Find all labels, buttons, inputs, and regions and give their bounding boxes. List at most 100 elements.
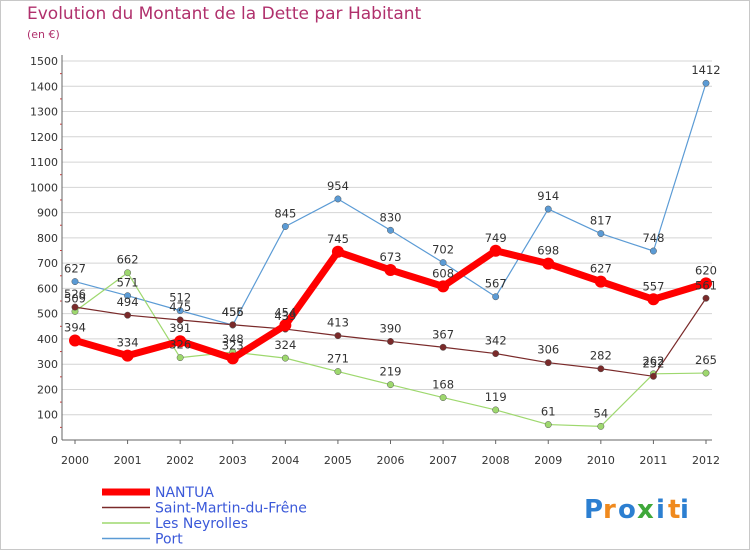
data-label: 342	[485, 334, 507, 348]
x-tick-label: 2009	[534, 454, 562, 467]
data-point	[387, 338, 394, 345]
x-tick-label: 2001	[114, 454, 142, 467]
y-minor-tick	[60, 351, 62, 353]
data-label: 282	[590, 349, 612, 363]
y-tick-label: 600	[37, 282, 58, 295]
data-point	[439, 259, 447, 267]
data-label: 456	[222, 305, 244, 319]
data-point	[489, 244, 502, 257]
data-label: 526	[64, 287, 86, 301]
data-label: 324	[274, 338, 296, 352]
y-tick-label: 1200	[30, 131, 58, 144]
data-point	[597, 422, 605, 430]
data-label: 306	[537, 343, 559, 357]
data-label: 748	[642, 231, 664, 245]
axes: 0 100 200 300 400 500 600 700 800 900 1000 1100 1200…	[30, 55, 720, 467]
data-label: 620	[695, 263, 717, 277]
data-point	[649, 247, 657, 255]
data-label: 262	[642, 354, 664, 368]
y-minor-tick	[60, 325, 62, 327]
x-tick-label: 2007	[429, 454, 457, 467]
y-tick-label: 1500	[30, 55, 58, 68]
y-minor-tick	[60, 73, 62, 75]
y-tick-label: 1400	[30, 80, 58, 93]
y-minor-tick	[60, 148, 62, 150]
data-point	[492, 293, 500, 301]
data-label: 413	[327, 316, 349, 330]
y-tick-label: 0	[51, 434, 58, 447]
data-point	[124, 269, 132, 277]
y-minor-tick	[60, 250, 62, 251]
data-point	[331, 245, 344, 258]
data-point	[124, 311, 132, 319]
y-tick-label: 500	[37, 308, 58, 321]
data-label: 1412	[691, 63, 720, 77]
data-point	[176, 307, 184, 315]
y-tick-label: 300	[37, 358, 58, 371]
data-point	[439, 394, 447, 402]
logo-letter: r	[603, 495, 616, 525]
data-label: 455	[222, 305, 244, 319]
data-label: 702	[432, 243, 454, 257]
data-point	[69, 334, 81, 347]
data-point	[702, 369, 710, 377]
data-label: 557	[642, 279, 664, 293]
data-labels: 627 571 512 455 845 954 830 702 567 914 817 748 1412…	[64, 63, 721, 420]
data-point	[334, 368, 342, 375]
data-label: 265	[695, 353, 717, 367]
y-minor-tick	[60, 199, 62, 201]
data-label: 662	[117, 253, 139, 267]
data-label: 367	[432, 327, 454, 341]
data-point	[279, 319, 292, 332]
data-point	[544, 205, 552, 213]
grid-lines	[62, 60, 712, 441]
y-minor-tick	[60, 376, 62, 378]
data-label: 54	[594, 406, 609, 420]
y-minor-tick	[60, 98, 62, 100]
logo-letter: i	[680, 495, 689, 525]
data-point	[121, 349, 134, 362]
data-label: 61	[541, 405, 556, 419]
legend-label: Saint-Martin-du-Frêne	[155, 501, 307, 517]
data-label: 673	[380, 250, 402, 264]
y-tick-label: 700	[37, 257, 58, 270]
data-label: 567	[485, 277, 507, 291]
data-point	[281, 223, 289, 230]
y-tick-label: 1300	[30, 106, 58, 119]
series-lines	[69, 79, 712, 430]
data-point	[281, 354, 289, 362]
data-point	[542, 257, 555, 270]
data-label: 830	[380, 210, 402, 224]
legend-label: Les Neyrolles	[155, 516, 248, 532]
data-point	[544, 359, 552, 367]
data-point	[174, 335, 187, 348]
x-tick-label: 2004	[271, 454, 299, 467]
data-label: 119	[485, 390, 507, 404]
data-point	[176, 354, 184, 362]
data-point	[439, 343, 447, 351]
data-point	[226, 352, 239, 365]
chart-unit: (en €)	[27, 28, 60, 41]
data-point	[597, 230, 605, 238]
data-point	[597, 365, 605, 373]
data-label: 252	[642, 356, 664, 370]
data-point	[384, 263, 397, 276]
data-point	[176, 316, 184, 324]
data-point	[229, 321, 237, 329]
data-label: 749	[485, 231, 507, 245]
data-label: 391	[169, 321, 191, 335]
data-point	[387, 226, 394, 234]
data-point	[387, 381, 394, 389]
data-label: 914	[537, 189, 559, 203]
data-label: 439	[274, 309, 296, 323]
x-tick-label: 2010	[587, 454, 615, 467]
y-tick-label: 1100	[30, 156, 58, 169]
data-label: 627	[64, 262, 86, 276]
data-label: 494	[117, 295, 139, 309]
data-label: 954	[327, 179, 349, 193]
data-label: 627	[590, 262, 612, 276]
y-tick-label: 100	[37, 409, 58, 422]
x-tick-label: 2006	[377, 454, 405, 467]
logo-letter: P	[584, 495, 603, 525]
